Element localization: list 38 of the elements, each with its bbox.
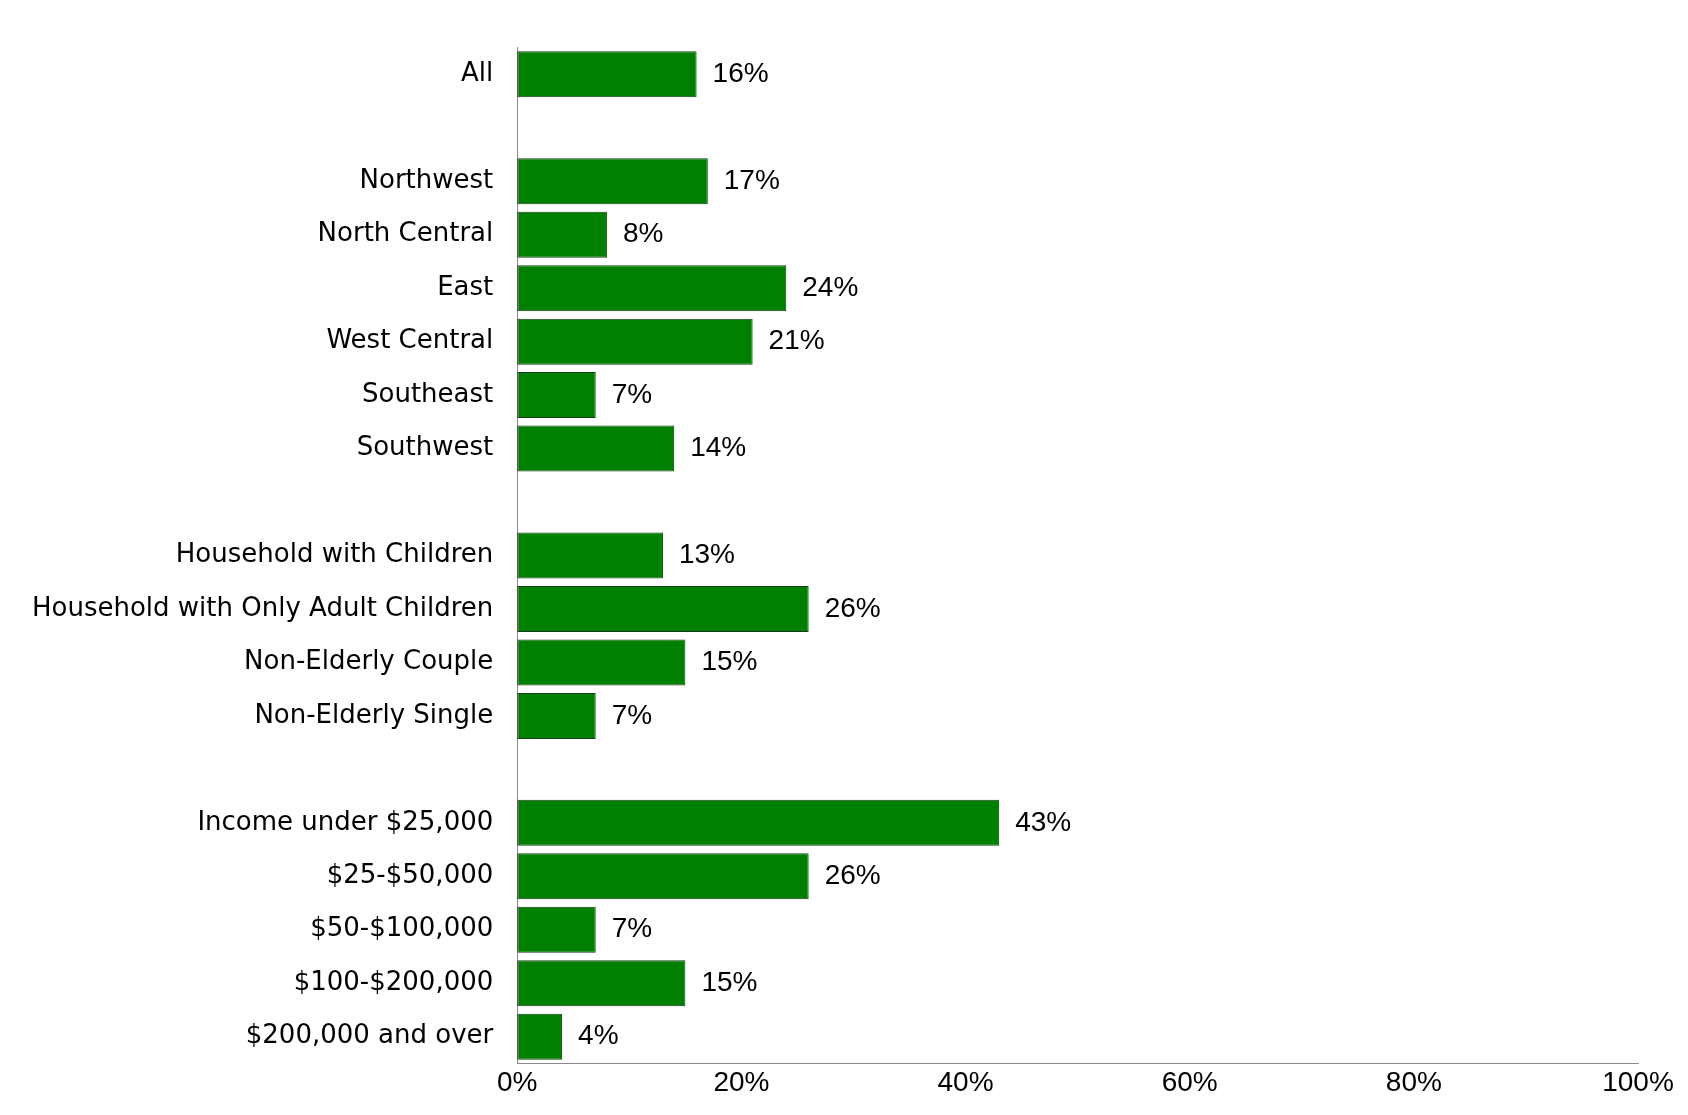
x-tick-label: 80% xyxy=(1385,1065,1442,1097)
y-tick-label: $25-$50,000 xyxy=(326,859,494,890)
x-tick-label: 100% xyxy=(1602,1065,1674,1097)
y-tick-label: North Central xyxy=(317,217,494,248)
y-tick-label: Income under $25,000 xyxy=(197,805,494,836)
y-tick-label: Southwest xyxy=(356,431,494,462)
data-label: 7% xyxy=(611,698,653,730)
data-label: 7% xyxy=(611,377,653,409)
data-label: 17% xyxy=(723,163,780,195)
y-tick-label: $100-$200,000 xyxy=(293,965,494,996)
data-label: 14% xyxy=(690,431,747,463)
data-label: 15% xyxy=(701,645,758,677)
y-tick-label: $200,000 and over xyxy=(245,1019,494,1050)
y-tick-label: $50-$100,000 xyxy=(310,912,494,943)
data-label: 26% xyxy=(824,591,881,623)
y-tick-label: West Central xyxy=(326,324,494,355)
y-tick-label: Non-Elderly Single xyxy=(254,698,494,729)
y-tick-label: All xyxy=(461,57,494,88)
data-label: 8% xyxy=(622,217,664,249)
x-tick-label: 60% xyxy=(1161,1065,1218,1097)
data-label: 13% xyxy=(678,538,736,570)
data-label: 21% xyxy=(768,324,825,356)
data-label: 15% xyxy=(701,965,758,997)
y-tick-label: Southeast xyxy=(362,377,494,408)
data-label: 26% xyxy=(824,859,881,890)
y-tick-label: East xyxy=(437,270,494,301)
x-tick-label: 40% xyxy=(937,1065,994,1097)
data-label: 43% xyxy=(1015,805,1072,837)
y-tick-label: Non-Elderly Couple xyxy=(244,645,494,676)
data-label: 16% xyxy=(712,57,769,89)
x-tick-label: 20% xyxy=(713,1065,770,1097)
x-tick-label: 0% xyxy=(497,1065,538,1097)
y-tick-label: Household with Children xyxy=(175,538,494,569)
y-tick-label: Household with Only Adult Children xyxy=(31,591,494,622)
data-label: 4% xyxy=(578,1019,619,1051)
y-tick-label: Northwest xyxy=(359,164,494,195)
data-label: 7% xyxy=(611,912,653,944)
data-label: 24% xyxy=(802,270,859,302)
